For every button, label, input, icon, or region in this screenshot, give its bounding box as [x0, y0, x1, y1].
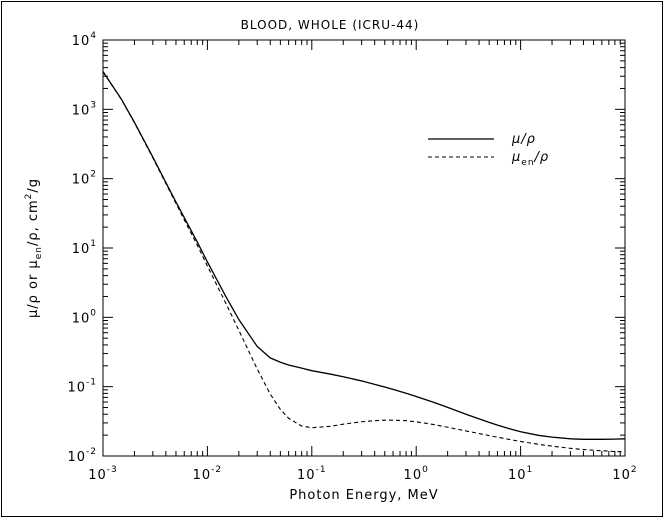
x-tick-label: 10-1	[297, 465, 327, 483]
y-axis-label-part3: /g	[26, 178, 41, 193]
y-tick-label: 104	[72, 31, 97, 49]
y-axis-label-superscript: 2	[24, 193, 34, 200]
legend-label-dashed-base: μ	[511, 150, 521, 165]
y-axis-label-part2: /ρ, cm	[26, 199, 41, 246]
y-tick-label: 103	[72, 100, 97, 118]
y-axis-label: μ/ρ or μen/ρ, cm2/g	[24, 178, 44, 318]
x-tick-labels: 10-3 10-2 10-1 100 101 102	[88, 465, 637, 483]
series-line-mu-rho	[102, 71, 626, 440]
x-axis-label: Photon Energy, MeV	[289, 488, 438, 503]
x-tick-label: 101	[508, 465, 533, 483]
y-tick-label: 100	[72, 308, 97, 326]
legend: μ/ρ μen/ρ	[428, 132, 549, 168]
legend-label-solid: μ/ρ	[511, 132, 536, 147]
y-axis-label-subscript: en	[34, 246, 44, 259]
plot-area	[102, 39, 626, 457]
y-tick-label: 10-1	[67, 378, 97, 396]
x-tick-label: 100	[404, 465, 429, 483]
y-tick-label: 101	[72, 239, 97, 257]
x-tick-label: 10-3	[88, 465, 118, 483]
x-tick-label: 10-2	[193, 465, 223, 483]
legend-label-dashed: μen/ρ	[511, 150, 549, 168]
legend-label-dashed-tail: /ρ	[534, 150, 550, 165]
chart-title: BLOOD, WHOLE (ICRU-44)	[241, 18, 420, 32]
y-tick-label: 102	[72, 170, 97, 188]
y-tick-label: 10-2	[67, 447, 97, 465]
series-layer	[102, 71, 626, 453]
legend-label-dashed-subscript: en	[521, 158, 534, 168]
y-tick-labels: 10-2 10-1 100 101 102 103 104	[67, 31, 97, 465]
series-line-mu-en-rho	[102, 71, 626, 453]
axis-ticks	[102, 40, 625, 457]
x-tick-label: 102	[612, 465, 637, 483]
y-axis-label-part1: μ/ρ or μ	[26, 259, 41, 318]
